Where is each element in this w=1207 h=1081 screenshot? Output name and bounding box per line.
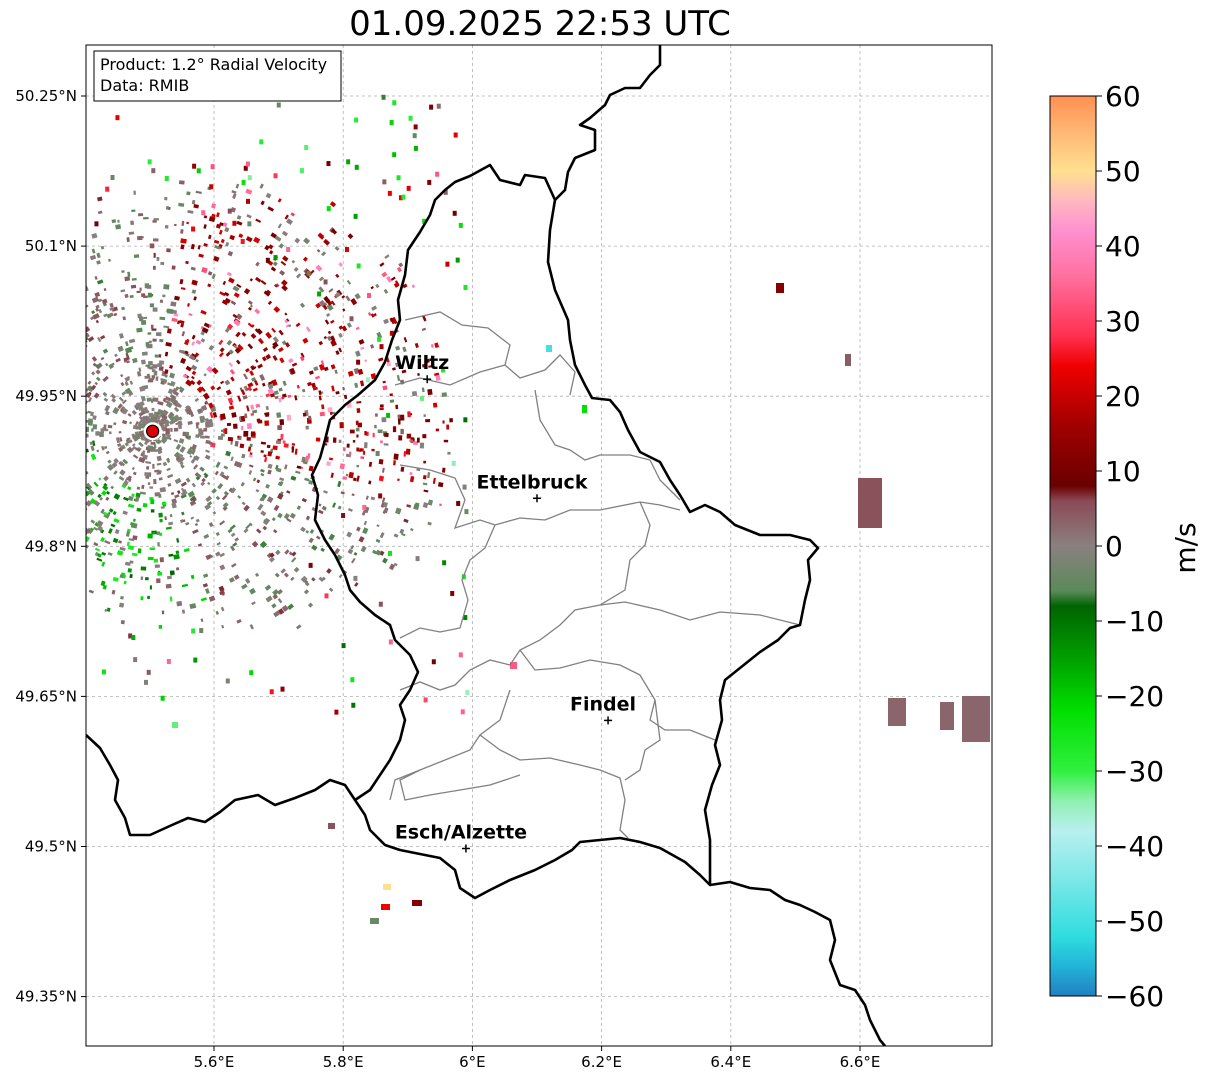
lon-tick-label: 6.4°E bbox=[710, 1053, 751, 1071]
lon-tick-label: 5.6°E bbox=[194, 1053, 235, 1071]
radar-site-marker bbox=[143, 422, 162, 441]
colorbar-tick-label: 50 bbox=[1105, 155, 1141, 188]
velocity-echoes bbox=[86, 94, 990, 924]
colorbar-tick-label: 0 bbox=[1105, 530, 1123, 563]
canton-borders bbox=[389, 311, 801, 839]
info-data: Data: RMIB bbox=[100, 76, 189, 95]
colorbar-unit-label: m/s bbox=[1169, 522, 1202, 573]
colorbar-tick-label: −50 bbox=[1105, 905, 1164, 938]
colorbar-tick-label: 60 bbox=[1105, 80, 1141, 113]
colorbar-tick-label: −40 bbox=[1105, 830, 1164, 863]
city-labels: Wiltz Ettelbruck Findel Esch/Alzette bbox=[395, 352, 636, 853]
city-label: Esch/Alzette bbox=[395, 822, 527, 844]
colorbar-tick-label: 10 bbox=[1105, 455, 1141, 488]
city-label: Findel bbox=[570, 693, 636, 715]
axes: 50.25°N 50.1°N 49.95°N 49.8°N 49.65°N 49.5°N 4… bbox=[15, 87, 880, 1071]
lat-tick-label: 49.65°N bbox=[15, 687, 77, 705]
lon-tick-label: 6.6°E bbox=[840, 1053, 881, 1071]
info-box: Product: 1.2° Radial Velocity Data: RMIB bbox=[93, 50, 342, 102]
colorbar-scale bbox=[1049, 95, 1097, 997]
lat-tick-label: 49.35°N bbox=[15, 988, 77, 1006]
radar-site-dot bbox=[146, 424, 160, 438]
lon-tick-label: 5.8°E bbox=[323, 1053, 364, 1071]
lat-tick-label: 49.8°N bbox=[25, 537, 77, 555]
lon-tick-label: 6°E bbox=[459, 1053, 486, 1071]
borders bbox=[86, 45, 886, 1046]
lat-tick-label: 50.25°N bbox=[15, 87, 77, 105]
lon-tick-label: 6.2°E bbox=[581, 1053, 622, 1071]
lat-tick-label: 49.95°N bbox=[15, 387, 77, 405]
info-product: Product: 1.2° Radial Velocity bbox=[100, 55, 327, 74]
lat-tick-label: 50.1°N bbox=[25, 237, 77, 255]
colorbar-tick-label: 30 bbox=[1105, 305, 1141, 338]
colorbar-tick-label: 40 bbox=[1105, 230, 1141, 263]
colorbar-tick-label: −30 bbox=[1105, 755, 1164, 788]
city-label: Wiltz bbox=[395, 352, 449, 374]
colorbar-tick-label: 20 bbox=[1105, 380, 1141, 413]
map-title: 01.09.2025 22:53 UTC bbox=[349, 4, 731, 44]
colorbar: 60 50 40 30 20 10 0 −10 −20 −30 −40 −50 −60 m/s bbox=[1049, 80, 1202, 1013]
colorbar-tick-label: −20 bbox=[1105, 680, 1164, 713]
colorbar-tick-label: −10 bbox=[1105, 605, 1164, 638]
lat-tick-label: 49.5°N bbox=[25, 838, 77, 856]
colorbar-tick-label: −60 bbox=[1105, 980, 1164, 1013]
gridlines bbox=[86, 45, 992, 1046]
plot-frame bbox=[85, 44, 993, 1047]
national-borders bbox=[86, 45, 886, 1046]
city-label: Ettelbruck bbox=[477, 471, 588, 493]
